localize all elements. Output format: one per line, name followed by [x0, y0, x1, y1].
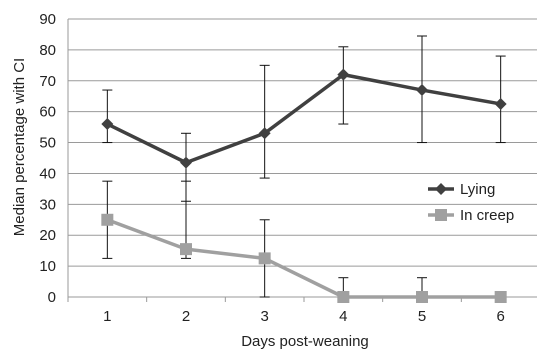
y-tick-label-20: 20 — [39, 227, 56, 244]
legend-item-lying: Lying — [428, 181, 495, 198]
in-creep-point-6 — [494, 291, 507, 303]
series — [101, 68, 507, 303]
x-tick-label-5: 5 — [418, 308, 426, 325]
in-creep-point-3 — [258, 252, 271, 265]
lying-error-bar — [338, 46, 349, 125]
lying-point-6 — [494, 97, 507, 110]
y-tick-label-80: 80 — [39, 42, 56, 59]
y-tick-label-50: 50 — [39, 135, 56, 152]
y-tick-label-10: 10 — [39, 258, 56, 275]
in-creep-point-2 — [180, 243, 192, 256]
legend: Lying In creep — [428, 181, 514, 224]
y-tick-label-40: 40 — [39, 165, 56, 182]
error-bars — [102, 35, 506, 298]
y-tick-label-0: 0 — [48, 289, 56, 306]
legend-swatch-marker-lying — [435, 183, 447, 195]
x-tick-label-2: 2 — [182, 308, 190, 325]
axes: 0 10 20 30 40 50 60 70 80 90 1 2 3 4 5 6 — [39, 11, 505, 325]
lying-error-bar — [259, 64, 270, 179]
legend-label-in-creep: In creep — [460, 207, 514, 224]
gridlines — [67, 18, 537, 298]
y-tick-label-70: 70 — [39, 73, 56, 90]
legend-label-lying: Lying — [460, 181, 495, 198]
lying-point-1 — [101, 118, 114, 131]
x-axis-title: Days post-weaning — [241, 333, 369, 350]
x-tick-label-6: 6 — [496, 308, 504, 325]
lying-error-bar — [102, 89, 113, 144]
series-in-creep — [101, 213, 507, 303]
x-tick-label-3: 3 — [260, 308, 268, 325]
y-axis-title: Median percentage with CI — [11, 58, 28, 236]
lying-point-3 — [258, 127, 271, 140]
in-creep-point-4 — [337, 291, 350, 303]
y-tick-label-90: 90 — [39, 11, 56, 28]
in-creep-line — [106, 218, 501, 299]
legend-swatch-marker-in-creep — [435, 209, 447, 221]
in-creep-point-1 — [101, 213, 114, 226]
legend-item-in-creep: In creep — [428, 207, 514, 224]
x-tick-label-1: 1 — [103, 308, 111, 325]
y-tick-label-30: 30 — [39, 196, 56, 213]
lying-point-5 — [416, 84, 428, 97]
x-tick-label-4: 4 — [339, 308, 347, 325]
lying-point-4 — [337, 68, 350, 81]
y-tick-label-60: 60 — [39, 104, 56, 121]
series-lying — [101, 68, 507, 169]
in-creep-point-5 — [416, 291, 428, 303]
lying-point-2 — [180, 156, 192, 169]
lying-line — [106, 72, 501, 165]
